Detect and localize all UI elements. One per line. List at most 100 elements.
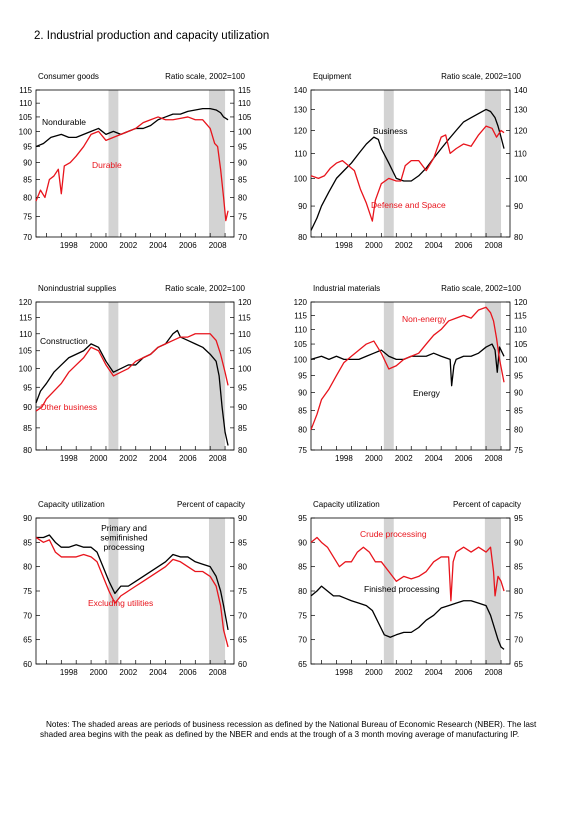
y-tick-label-right: 90 [514, 538, 523, 547]
series-label-line: Primary and [101, 523, 147, 533]
y-tick-label-right: 75 [514, 446, 523, 455]
y-tick-label-left: 95 [23, 143, 32, 152]
x-tick-label: 2004 [149, 668, 167, 677]
series-label-1: Energy [413, 388, 441, 398]
panel-title: Capacity utilization [38, 500, 105, 509]
x-tick-label: 2006 [179, 668, 197, 677]
y-tick-label-left: 75 [23, 213, 32, 222]
y-tick-label-left: 70 [298, 636, 307, 645]
x-tick-label: 2004 [425, 454, 443, 463]
recession-shade [383, 302, 394, 450]
y-tick-label-right: 90 [514, 389, 523, 398]
x-tick-label: 2000 [365, 241, 383, 250]
x-tick-label: 1998 [335, 241, 353, 250]
y-tick-label-left: 95 [298, 372, 307, 381]
y-tick-label-left: 110 [19, 99, 32, 108]
y-tick-label-right: 95 [514, 514, 523, 523]
y-tick-label-right: 140 [514, 86, 528, 95]
chart-panel-3: 80 80 85 85 90 90 95 95 100 100 105 105 110 110 115 115… [19, 284, 252, 463]
x-tick-label: 2000 [90, 454, 108, 463]
y-tick-label-right: 85 [238, 538, 247, 547]
y-tick-label-left: 115 [294, 311, 307, 320]
series-line-1 [36, 534, 229, 631]
x-tick-label: 2004 [149, 454, 167, 463]
y-tick-label-left: 120 [19, 298, 33, 307]
series-line-1 [35, 107, 229, 148]
x-tick-label: 2002 [119, 454, 137, 463]
x-tick-label: 2006 [455, 241, 473, 250]
panel-unit: Ratio scale, 2002=100 [165, 72, 245, 81]
x-tick-label: 2008 [209, 241, 227, 250]
x-tick-label: 2008 [485, 668, 503, 677]
series-label-2: Other business [40, 402, 97, 412]
y-tick-label-left: 90 [298, 538, 307, 547]
y-tick-label-right: 70 [238, 233, 247, 242]
y-tick-label-right: 110 [238, 99, 251, 108]
y-tick-label-right: 105 [238, 347, 252, 356]
panel-unit: Ratio scale, 2002=100 [165, 284, 245, 293]
series-label-2: Defense and Space [371, 200, 446, 210]
y-tick-label-right: 65 [238, 636, 247, 645]
series-line-2 [35, 116, 229, 222]
recession-shade [208, 302, 226, 450]
y-tick-label-left: 115 [19, 314, 32, 323]
series-label-1: Nondurable [42, 117, 86, 127]
y-tick-label-right: 95 [514, 372, 523, 381]
y-tick-label-left: 75 [298, 611, 307, 620]
series-line-1 [310, 343, 505, 387]
panel-title: Industrial materials [313, 284, 380, 293]
y-tick-label-right: 85 [514, 563, 523, 572]
y-tick-label-right: 90 [514, 202, 523, 211]
series-label-2: Non-energy [402, 314, 447, 324]
y-tick-label-right: 90 [238, 403, 247, 412]
y-tick-label-left: 105 [19, 347, 33, 356]
y-tick-label-left: 110 [19, 330, 32, 339]
y-tick-label-left: 95 [298, 514, 307, 523]
y-tick-label-left: 80 [23, 446, 32, 455]
y-tick-label-right: 100 [514, 174, 528, 183]
y-tick-label-right: 90 [238, 159, 247, 168]
x-tick-label: 2002 [395, 668, 413, 677]
panel-unit: Ratio scale, 2002=100 [441, 72, 521, 81]
y-tick-label-left: 80 [23, 563, 32, 572]
x-tick-label: 2008 [485, 241, 503, 250]
panel-unit: Ratio scale, 2002=100 [441, 284, 521, 293]
y-tick-label-left: 85 [298, 407, 307, 416]
y-tick-label-right: 85 [514, 407, 523, 416]
chart-panel-1: 70 70 75 75 80 80 85 85 90 90 95 95 100 100 105 105 110 1… [19, 72, 252, 250]
x-tick-label: 1998 [60, 241, 78, 250]
y-tick-label-left: 85 [298, 563, 307, 572]
y-tick-label-left: 130 [294, 105, 308, 114]
y-tick-label-left: 80 [23, 193, 32, 202]
y-tick-label-left: 120 [294, 126, 308, 135]
series-line-2 [310, 125, 505, 222]
series-label-1: Construction [40, 336, 88, 346]
panel-unit: Percent of capacity [453, 500, 521, 509]
y-tick-label-left: 100 [19, 127, 33, 136]
x-tick-label: 2000 [90, 668, 108, 677]
y-tick-label-right: 75 [238, 587, 247, 596]
chart-panel-2: 80 80 90 90 100 100 110 110 120 120 130 130 140 140 19… [294, 72, 528, 250]
x-tick-label: 2004 [425, 668, 443, 677]
y-tick-label-right: 95 [238, 383, 247, 392]
recession-shade [484, 518, 502, 664]
series-label-2: Finished processing [364, 584, 440, 594]
y-tick-label-right: 80 [514, 426, 523, 435]
x-tick-label: 2000 [365, 668, 383, 677]
y-tick-label-right: 100 [238, 365, 252, 374]
y-tick-label-right: 80 [514, 233, 523, 242]
series-line-2 [310, 585, 505, 650]
x-tick-label: 2006 [455, 454, 473, 463]
series-line-2 [35, 333, 229, 412]
y-tick-label-left: 90 [23, 159, 32, 168]
x-tick-label: 1998 [60, 668, 78, 677]
y-tick-label-right: 95 [238, 143, 247, 152]
plot-frame [35, 301, 235, 451]
series-line-2 [310, 306, 505, 430]
y-tick-label-right: 105 [238, 113, 252, 122]
x-tick-label: 1998 [335, 454, 353, 463]
y-tick-label-left: 90 [23, 403, 32, 412]
y-tick-label-right: 130 [514, 105, 528, 114]
x-tick-label: 2006 [455, 668, 473, 677]
